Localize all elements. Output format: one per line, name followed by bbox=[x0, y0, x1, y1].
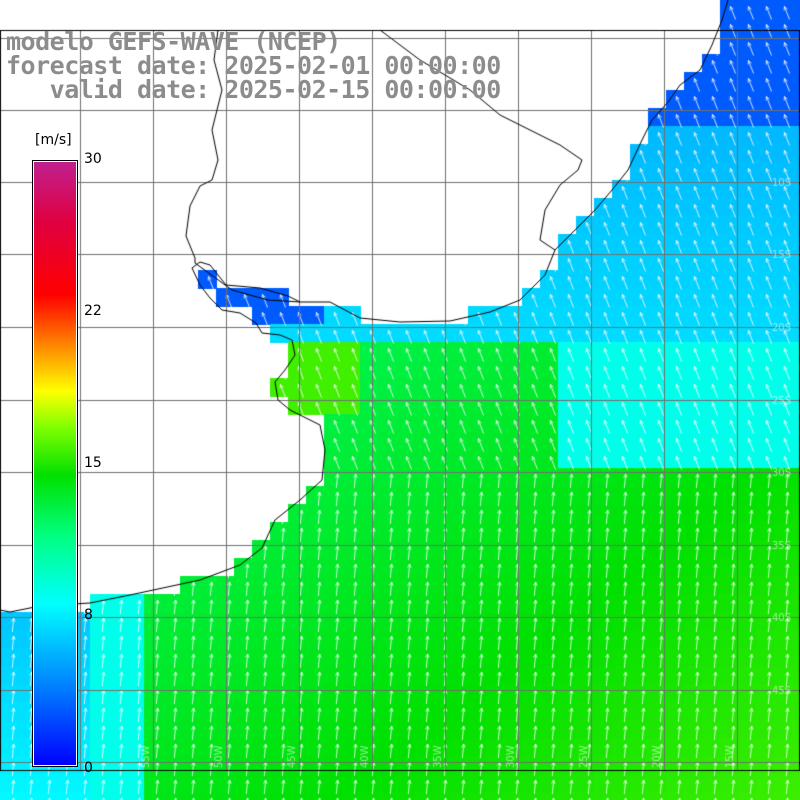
colorbar-tick-0: 0 bbox=[84, 760, 93, 776]
colorbar-tick-8: 8 bbox=[84, 607, 93, 623]
forecast-date: forecast date: 2025-02-01 00:00:00 bbox=[6, 51, 501, 80]
colorbar-tick-30: 30 bbox=[84, 151, 102, 167]
colorbar bbox=[32, 160, 78, 767]
valid-date: valid date: 2025-02-15 00:00:00 bbox=[6, 75, 502, 104]
model-title: modelo GEFS-WAVE (NCEP) bbox=[6, 27, 341, 56]
colorbar-gradient bbox=[34, 162, 76, 765]
colorbar-unit: [m/s] bbox=[35, 132, 72, 148]
colorbar-tick-22: 22 bbox=[84, 303, 102, 319]
colorbar-tick-15: 15 bbox=[84, 455, 102, 471]
map-title: modelo GEFS-WAVE (NCEP) forecast date: 20… bbox=[6, 27, 502, 104]
